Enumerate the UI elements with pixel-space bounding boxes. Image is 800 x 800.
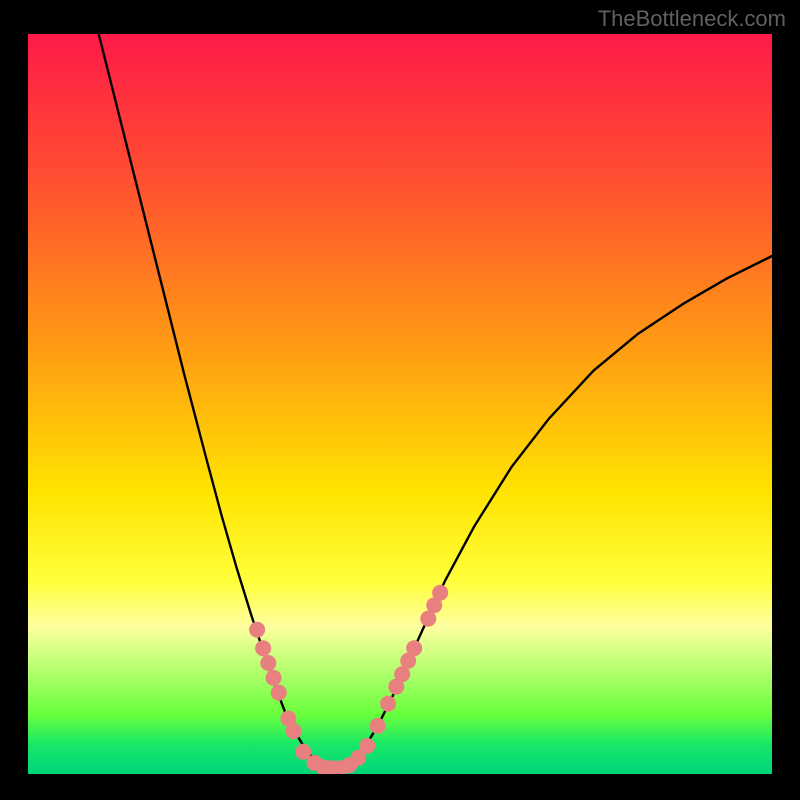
data-marker <box>255 640 271 656</box>
data-marker <box>432 585 448 601</box>
gradient-background <box>28 34 772 774</box>
data-marker <box>260 655 276 671</box>
data-marker <box>380 696 396 712</box>
plot-svg <box>28 34 772 774</box>
data-marker <box>286 723 302 739</box>
plot-area <box>28 34 772 774</box>
chart-frame: TheBottleneck.com <box>0 0 800 800</box>
data-marker <box>359 738 375 754</box>
data-marker <box>271 685 287 701</box>
data-marker <box>406 640 422 656</box>
data-marker <box>249 622 265 638</box>
watermark-text: TheBottleneck.com <box>598 6 786 32</box>
data-marker <box>370 718 386 734</box>
data-marker <box>266 670 282 686</box>
